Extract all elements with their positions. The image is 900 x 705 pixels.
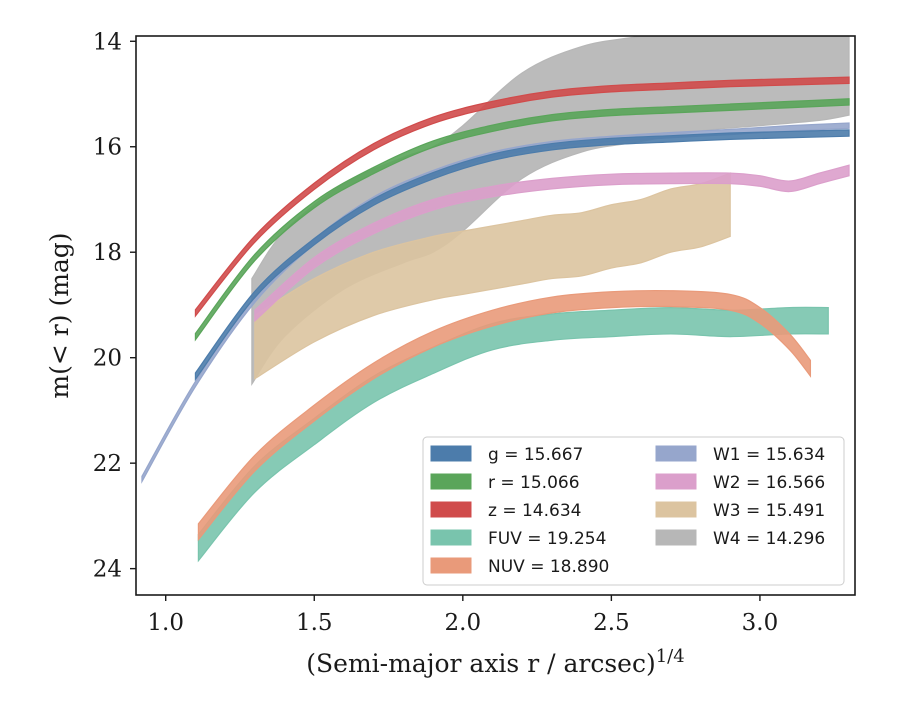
x-tick-label: 2.0 — [445, 610, 482, 636]
series-band-w2 — [254, 164, 850, 323]
legend-swatch-g — [430, 445, 472, 462]
legend-swatch-w1 — [655, 445, 697, 462]
legend: g = 15.667 r = 15.066 z = 14.634 FUV = 19.2… — [422, 436, 845, 586]
y-tick-label: 14 — [93, 29, 122, 55]
y-tick-label: 18 — [93, 240, 122, 266]
y-tick-label: 22 — [93, 451, 122, 477]
series-band-r — [194, 98, 850, 342]
legend-swatch-w3 — [655, 501, 697, 518]
legend-swatch-z — [430, 501, 472, 518]
legend-label-w1: W1 = 15.634 — [713, 445, 825, 465]
legend-frame — [422, 436, 845, 586]
legend-label-r: r = 15.066 — [488, 473, 580, 493]
series-band-z — [194, 76, 850, 318]
legend-swatch-w4 — [655, 529, 697, 546]
y-tick-label: 24 — [93, 557, 122, 583]
x-tick-label: 3.0 — [742, 610, 779, 636]
x-axis-label: (Semi-major axis r / arcsec)1/4 — [306, 646, 684, 679]
series-band-g — [194, 129, 850, 382]
x-tick-label: 1.5 — [296, 610, 333, 636]
y-axis-label: m(< r) (mag) — [45, 232, 74, 398]
legend-label-g: g = 15.667 — [488, 445, 583, 465]
legend-label-w4: W4 = 14.296 — [713, 529, 825, 549]
legend-label-fuv: FUV = 19.254 — [488, 529, 606, 549]
legend-label-z: z = 14.634 — [488, 501, 581, 521]
y-tick-label: 20 — [93, 346, 122, 372]
x-tick-label: 2.5 — [593, 610, 630, 636]
y-tick-label: 16 — [93, 135, 122, 161]
x-tick-label: 1.0 — [147, 610, 184, 636]
legend-swatch-r — [430, 473, 472, 490]
axis-ticks: 1.0 1.5 2.0 2.5 3.0 14 16 18 20 22 24 — [93, 29, 778, 636]
legend-swatch-nuv — [430, 557, 472, 574]
legend-label-w2: W2 = 16.566 — [713, 473, 825, 493]
series-band-nuv — [197, 289, 812, 542]
legend-label-w3: W3 = 15.491 — [713, 501, 825, 521]
plot-area — [141, 36, 850, 563]
plot-frame — [135, 35, 856, 596]
legend-swatch-w2 — [655, 473, 697, 490]
legend-label-nuv: NUV = 18.890 — [488, 557, 609, 577]
legend-swatch-fuv — [430, 529, 472, 546]
series-band-w3 — [254, 172, 731, 380]
